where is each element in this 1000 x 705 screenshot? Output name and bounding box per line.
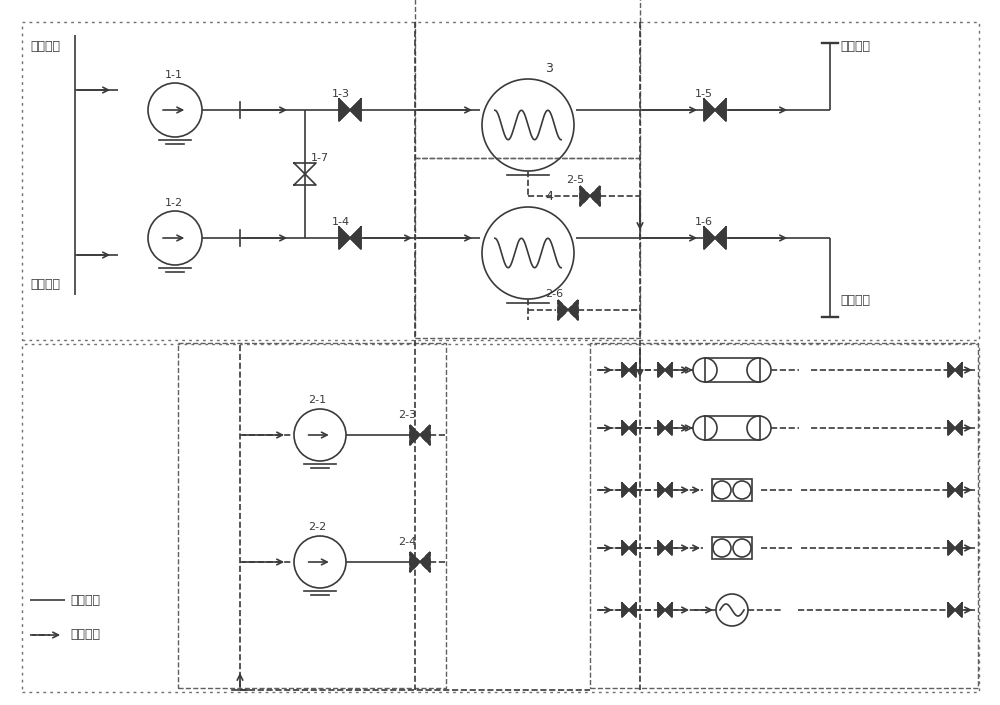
Polygon shape [558,300,568,320]
Polygon shape [420,425,430,445]
Polygon shape [580,186,590,206]
Polygon shape [948,363,955,377]
Polygon shape [339,99,350,121]
Polygon shape [955,603,962,617]
Text: 海水管路: 海水管路 [70,594,100,606]
Polygon shape [665,603,672,617]
Text: 2-4: 2-4 [398,537,416,547]
Bar [22,22,979,340]
Text: 2-1: 2-1 [308,395,326,405]
Polygon shape [948,483,955,497]
Polygon shape [955,421,962,435]
Bar [712,479,752,501]
Polygon shape [948,541,955,555]
Text: 2-3: 2-3 [398,410,416,420]
Polygon shape [420,552,430,572]
Polygon shape [665,541,672,555]
Polygon shape [948,603,955,617]
Bar [178,343,446,688]
Polygon shape [568,300,578,320]
Bar [415,0,640,158]
Text: 淡水管路: 淡水管路 [70,628,100,642]
Text: 海水入口: 海水入口 [30,40,60,54]
Polygon shape [350,227,361,249]
Text: 2-6: 2-6 [545,289,563,299]
Polygon shape [658,541,665,555]
Polygon shape [629,603,636,617]
Polygon shape [955,541,962,555]
Polygon shape [658,421,665,435]
Polygon shape [629,483,636,497]
Text: 1-1: 1-1 [165,70,183,80]
Polygon shape [629,421,636,435]
Text: 1-5: 1-5 [695,89,713,99]
Text: 1-3: 1-3 [332,89,350,99]
Polygon shape [622,421,629,435]
Polygon shape [350,99,361,121]
Polygon shape [715,99,726,121]
Text: 海水出口: 海水出口 [840,293,870,307]
Polygon shape [622,483,629,497]
Bar [415,158,640,338]
Polygon shape [410,425,420,445]
Polygon shape [948,421,955,435]
Polygon shape [629,541,636,555]
Polygon shape [955,363,962,377]
Polygon shape [704,99,715,121]
Bar [705,358,760,382]
Bar [590,343,978,688]
Polygon shape [955,483,962,497]
Text: 4: 4 [545,190,553,204]
Text: 1-4: 1-4 [332,217,350,227]
Polygon shape [665,421,672,435]
Text: 2-2: 2-2 [308,522,326,532]
Polygon shape [658,603,665,617]
Polygon shape [715,227,726,249]
Polygon shape [622,603,629,617]
Text: 2-5: 2-5 [566,175,584,185]
Polygon shape [665,363,672,377]
Polygon shape [590,186,600,206]
Bar [712,537,752,559]
Text: 3: 3 [545,61,553,75]
Polygon shape [629,363,636,377]
Text: 海水入口: 海水入口 [30,278,60,291]
Text: 海水出口: 海水出口 [840,40,870,54]
Text: 1-2: 1-2 [165,198,183,208]
Bar [705,416,760,440]
Polygon shape [665,483,672,497]
Text: 1-7: 1-7 [311,153,329,163]
Polygon shape [658,483,665,497]
Polygon shape [704,227,715,249]
Polygon shape [622,541,629,555]
Polygon shape [410,552,420,572]
Text: 1-6: 1-6 [695,217,713,227]
Polygon shape [658,363,665,377]
Bar [22,344,979,692]
Polygon shape [339,227,350,249]
Polygon shape [622,363,629,377]
